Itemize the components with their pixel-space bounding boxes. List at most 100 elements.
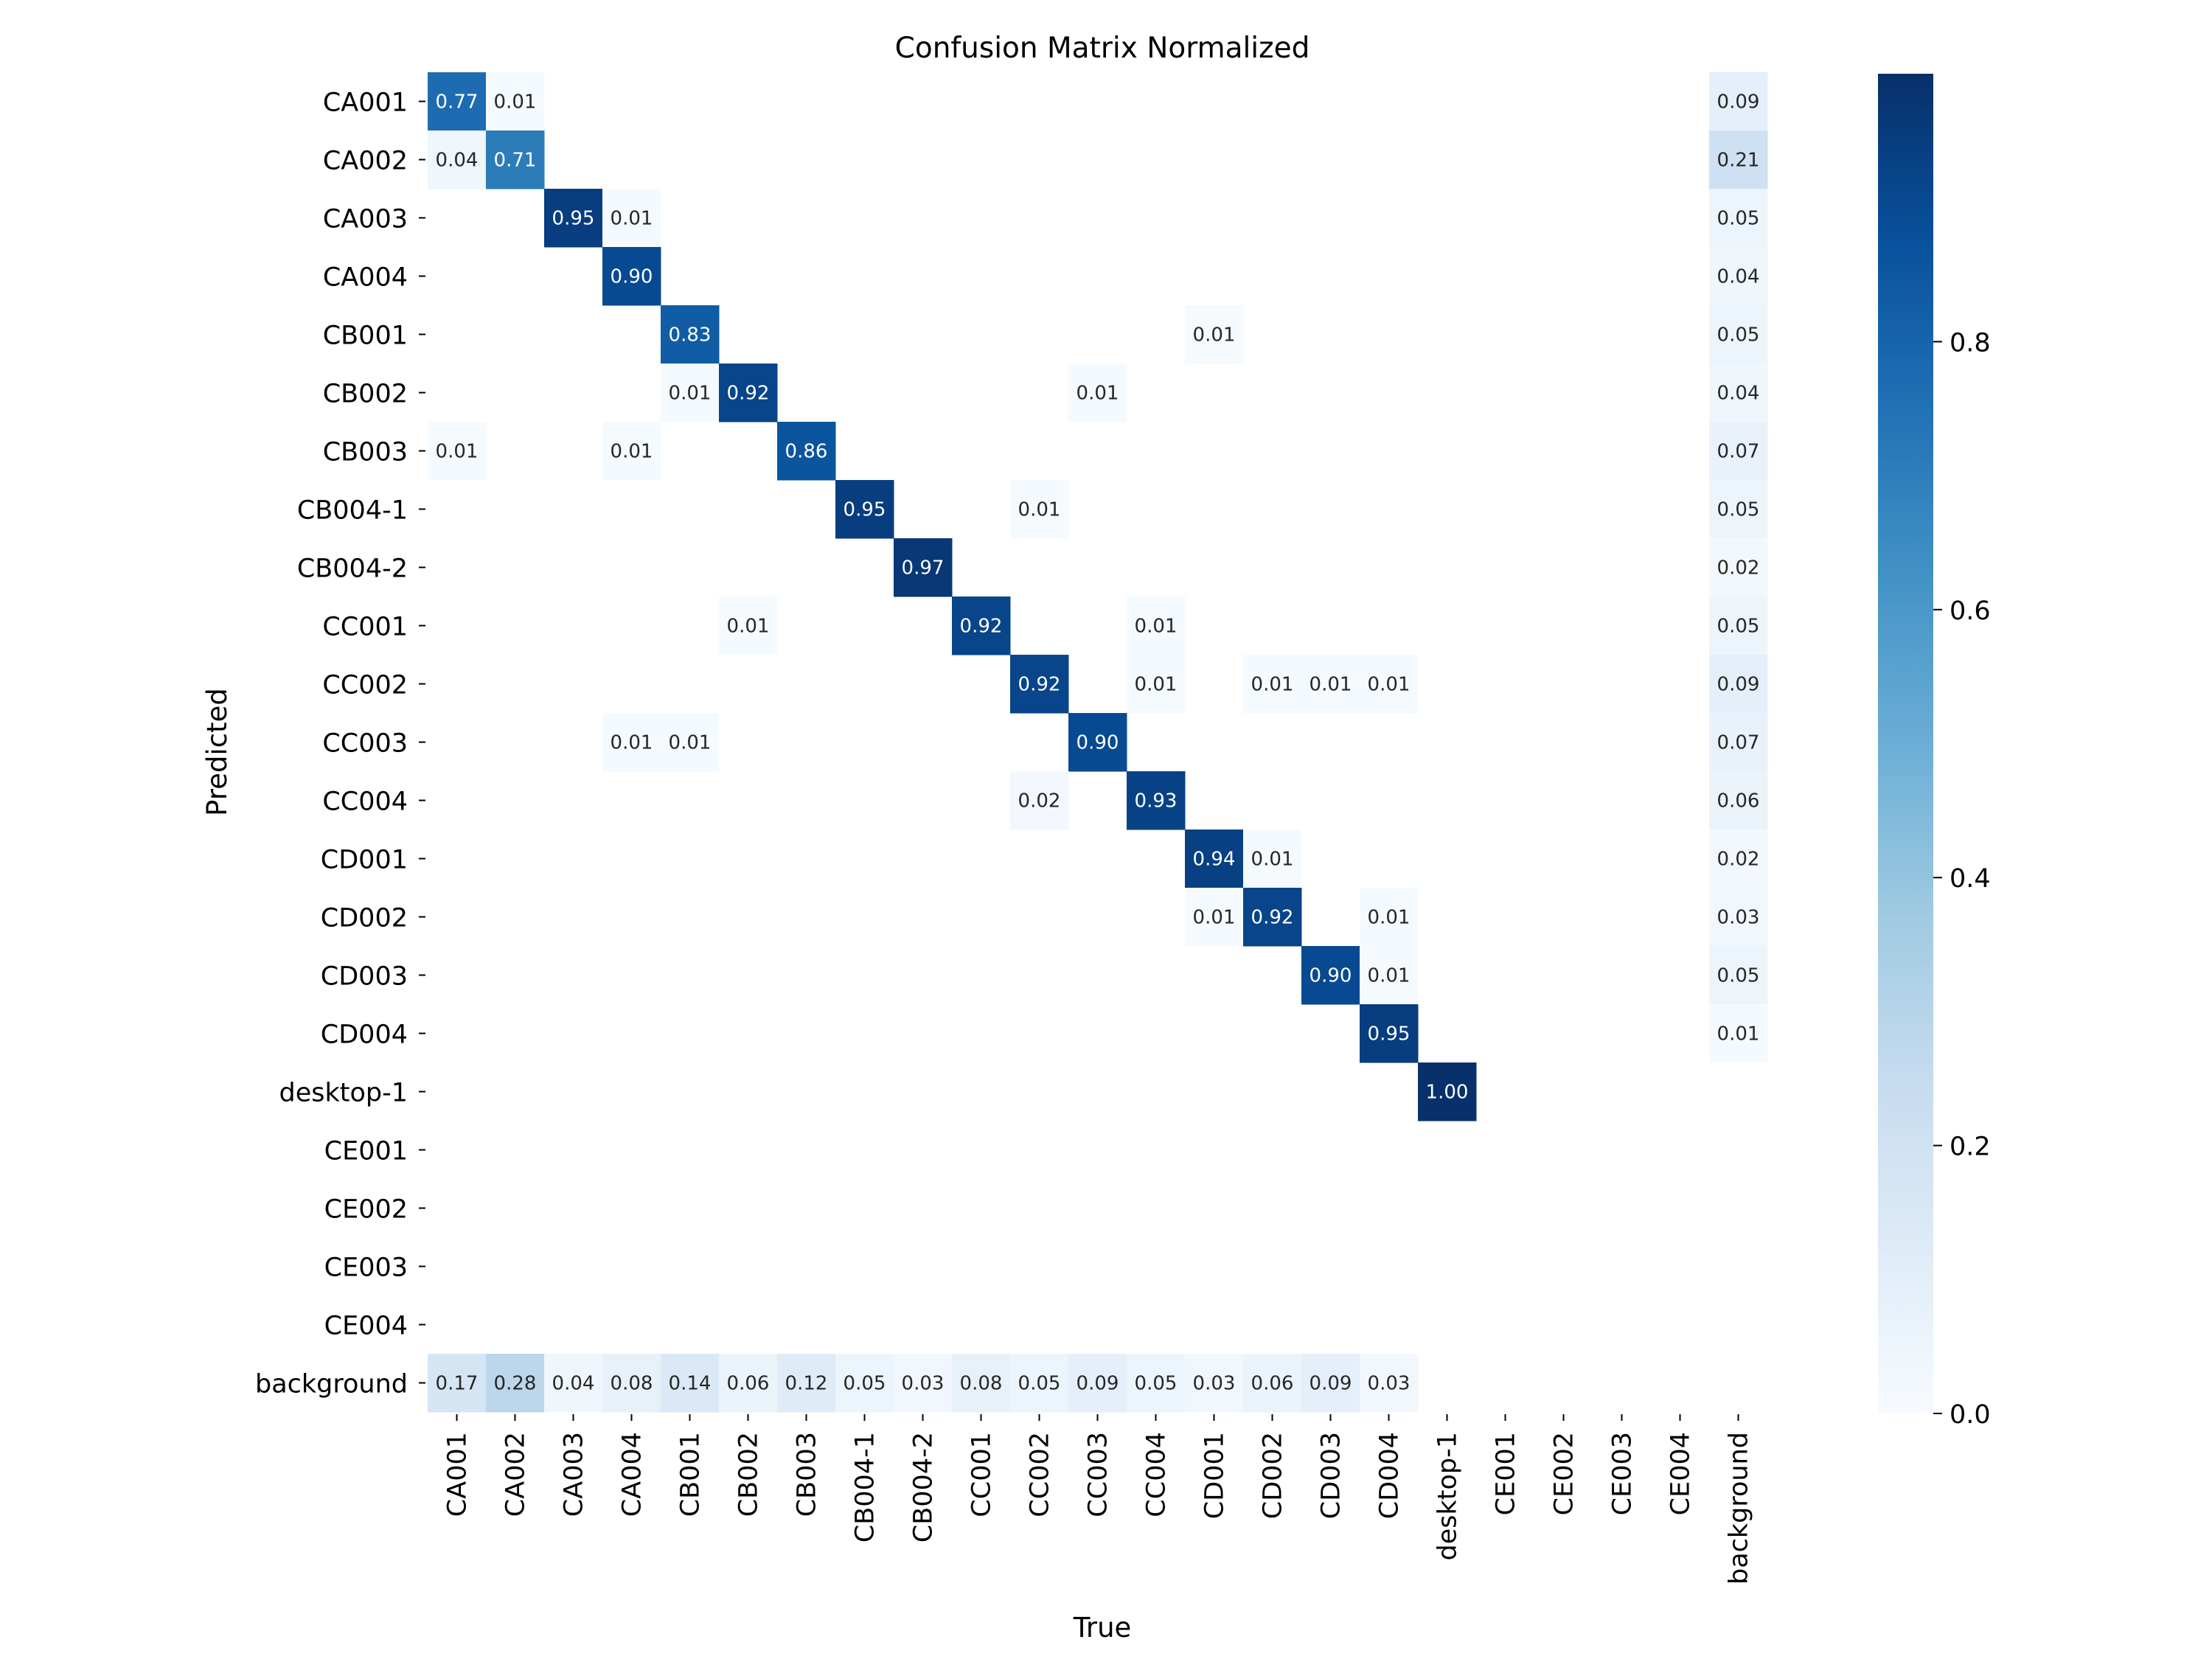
heatmap-cell — [1709, 946, 1768, 1005]
heatmap-cell — [1127, 1354, 1186, 1413]
y-tick-label: background — [255, 1370, 408, 1399]
cell-value-label: 0.05 — [844, 1373, 886, 1395]
heatmap-cell — [1709, 597, 1768, 655]
x-tick-label: CE004 — [1666, 1432, 1696, 1515]
cell-value-label: 0.01 — [727, 616, 770, 638]
cell-value-label: 0.92 — [727, 383, 770, 405]
x-tick-label: CD001 — [1200, 1432, 1230, 1519]
cell-value-label: 0.01 — [1368, 965, 1411, 987]
heatmap-cell — [1709, 888, 1768, 947]
cell-value-label: 0.05 — [1717, 208, 1760, 230]
cell-value-label: 0.21 — [1717, 150, 1760, 172]
colorbar-ticks: 0.0 0.2 0.4 0.6 0.8 — [1933, 328, 1991, 1430]
cell-value-label: 0.03 — [1193, 1373, 1236, 1395]
cell-value-label: 0.01 — [1018, 499, 1061, 521]
heatmap-cell — [1185, 305, 1244, 364]
heatmap-cell — [777, 1354, 836, 1413]
heatmap-cell — [1010, 655, 1069, 714]
x-tick-label: CE001 — [1492, 1432, 1521, 1515]
heatmap-cells: 0.77 0.01 0.09 0.04 0.71 0.21 0.95 0.01 0.05 0.90… — [428, 72, 1768, 1413]
heatmap-cell — [661, 364, 720, 422]
y-tick-label: CD002 — [321, 904, 408, 933]
x-tick-label: CA004 — [618, 1432, 647, 1517]
cell-value-label: 0.92 — [1251, 907, 1294, 929]
cell-value-label: 0.01 — [1368, 674, 1411, 696]
cell-value-label: 0.95 — [1368, 1023, 1411, 1046]
heatmap-cell — [602, 1354, 661, 1413]
cell-value-label: 0.06 — [1251, 1373, 1294, 1395]
heatmap-cell — [1068, 713, 1127, 772]
x-tick-label: CA002 — [501, 1432, 531, 1517]
heatmap-cell — [486, 131, 545, 189]
y-tick-label: CC003 — [322, 729, 408, 759]
heatmap-cell — [1243, 888, 1302, 947]
y-tick-label: CC004 — [322, 787, 408, 817]
cell-value-label: 0.94 — [1193, 849, 1236, 871]
x-tick-label: CB001 — [676, 1432, 706, 1517]
heatmap-cell — [1185, 1354, 1244, 1413]
cell-value-label: 0.01 — [1251, 674, 1294, 696]
cell-value-label: 0.12 — [785, 1373, 828, 1395]
heatmap-cell — [602, 422, 661, 481]
cell-value-label: 0.95 — [844, 499, 886, 521]
x-tick-label: CB003 — [793, 1432, 822, 1517]
cell-value-label: 0.09 — [1717, 674, 1760, 696]
heatmap-cell — [1301, 1354, 1360, 1413]
cell-value-label: 0.01 — [1193, 907, 1236, 929]
cell-value-label: 0.02 — [1717, 849, 1760, 871]
cell-value-label: 0.01 — [1368, 907, 1411, 929]
x-axis-ticks: CA001 CA002 CA003 CA004 CB001 CB002 CB003 CB004… — [443, 1414, 1754, 1585]
heatmap-cell — [428, 1354, 487, 1413]
cell-value-label: 0.17 — [436, 1373, 479, 1395]
cell-value-label: 0.01 — [1717, 1023, 1760, 1046]
y-tick-label: CA002 — [323, 147, 408, 176]
heatmap-cell — [952, 597, 1011, 655]
x-tick-label: CC004 — [1142, 1432, 1172, 1517]
heatmap-cell — [1709, 538, 1768, 597]
y-tick-label: CC001 — [322, 613, 408, 642]
heatmap-cell — [1418, 1062, 1477, 1121]
y-tick-label: CC002 — [322, 671, 408, 700]
cell-value-label: 0.04 — [1717, 266, 1760, 288]
y-tick-label: desktop-1 — [279, 1079, 408, 1108]
cell-value-label: 0.95 — [552, 208, 595, 230]
colorbar-tick-label: 0.0 — [1950, 1400, 1991, 1430]
heatmap-cell — [1127, 655, 1186, 714]
x-tick-label: CB004-2 — [909, 1432, 939, 1543]
cell-value-label: 0.01 — [611, 208, 653, 230]
heatmap-cell — [1709, 131, 1768, 189]
y-tick-label: CD004 — [321, 1020, 408, 1050]
cell-value-label: 0.92 — [960, 616, 1003, 638]
heatmap-cell — [1709, 305, 1768, 364]
heatmap-cell — [1010, 771, 1069, 830]
heatmap-cell — [1360, 888, 1419, 947]
cell-value-label: 0.01 — [669, 383, 712, 405]
cell-value-label: 0.03 — [902, 1373, 945, 1395]
x-tick-label: CA001 — [443, 1432, 473, 1517]
cell-value-label: 0.05 — [1717, 616, 1760, 638]
cell-value-label: 0.08 — [611, 1373, 653, 1395]
heatmap-cell — [602, 713, 661, 772]
cell-value-label: 0.01 — [1310, 674, 1352, 696]
cell-value-label: 0.06 — [1717, 790, 1760, 813]
cell-value-label: 0.03 — [1717, 907, 1760, 929]
cell-value-label: 0.04 — [436, 150, 479, 172]
cell-value-label: 0.04 — [1717, 383, 1760, 405]
chart-title: Confusion Matrix Normalized — [895, 32, 1310, 65]
heatmap-cell — [661, 1354, 720, 1413]
y-tick-label: CA004 — [323, 263, 408, 293]
x-tick-label: CC003 — [1084, 1432, 1113, 1517]
colorbar-tick-label: 0.2 — [1950, 1133, 1991, 1162]
cell-value-label: 0.02 — [1018, 790, 1061, 813]
heatmap-cell — [1709, 655, 1768, 714]
heatmap-cell — [835, 480, 894, 539]
heatmap-cell — [1185, 888, 1244, 947]
cell-value-label: 0.06 — [727, 1373, 770, 1395]
colorbar-tick-label: 0.4 — [1950, 864, 1991, 894]
heatmap-cell — [661, 305, 720, 364]
cell-value-label: 0.14 — [669, 1373, 712, 1395]
cell-value-label: 0.71 — [494, 150, 537, 172]
heatmap-cell — [1010, 480, 1069, 539]
y-axis-label: Predicted — [201, 688, 233, 816]
cell-value-label: 0.04 — [552, 1373, 595, 1395]
